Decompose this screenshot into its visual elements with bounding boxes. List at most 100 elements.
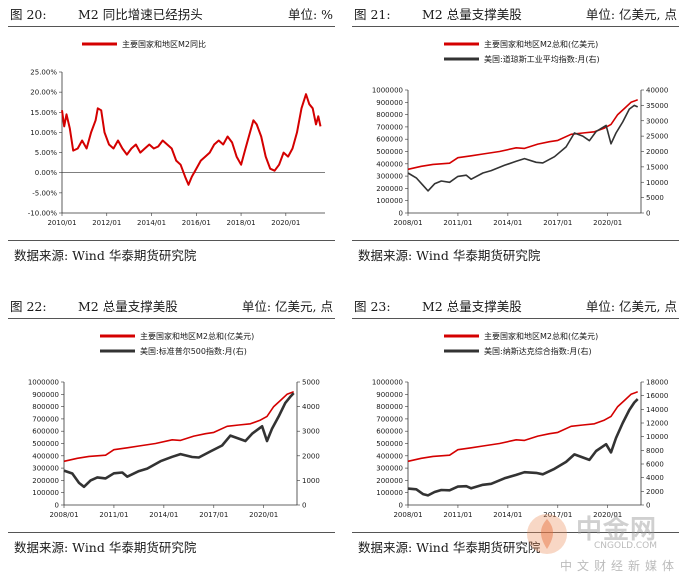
series-line-1	[407, 99, 638, 171]
series-line-1	[63, 391, 294, 463]
panel-header: 图 20: M2 同比增速已经拐头 单位: %	[8, 4, 335, 27]
y-tick-label: 700000	[376, 415, 403, 423]
chart-axes: -10.00% -5.00% 0.00% 5.00% 10.00% 15.00% 20.00…	[28, 69, 325, 227]
x-tick-label: 2011/01	[443, 511, 472, 519]
y-tick-label: 800000	[376, 111, 403, 119]
x-tick-label: 2014/01	[137, 219, 166, 227]
y-tick-label: 800000	[32, 403, 59, 411]
y-tick-label: -5.00%	[32, 189, 57, 197]
y2-tick-label: 5000	[302, 379, 320, 387]
series-line-1	[61, 93, 322, 186]
series-line-1	[407, 391, 638, 463]
y-tick-label: -10.00%	[28, 210, 58, 218]
y-tick-label: 800000	[376, 403, 403, 411]
figure-number: 图 21:	[354, 7, 391, 22]
x-tick-label: 2008/01	[393, 219, 422, 227]
x-tick-label: 2018/01	[227, 219, 256, 227]
source-note: 数据来源: Wind 华泰期货研究院	[8, 240, 335, 271]
y-tick-label: 100000	[376, 197, 403, 205]
y-tick-label: 400000	[376, 452, 403, 460]
y2-tick-label: 14000	[646, 406, 668, 414]
y-tick-label: 900000	[376, 99, 403, 107]
y2-tick-label: 25000	[646, 133, 668, 141]
y-tick-label: 0	[55, 502, 59, 510]
series-line-2	[407, 398, 639, 497]
y-tick-label: 100000	[32, 489, 59, 497]
y-tick-label: 700000	[376, 123, 403, 131]
x-tick-label: 2014/01	[149, 511, 178, 519]
y2-tick-label: 35000	[646, 102, 668, 110]
legend-label: 美国:道琼斯工业平均指数:月(右)	[484, 54, 600, 64]
y-tick-label: 300000	[376, 173, 403, 181]
y2-tick-label: 8000	[646, 447, 664, 455]
legend-label: 主要国家和地区M2总和(亿美元)	[484, 39, 598, 49]
figure-unit: 单位: 亿美元, 点	[585, 7, 677, 22]
y-tick-label: 1000000	[28, 379, 59, 387]
x-tick-label: 2014/01	[493, 511, 522, 519]
y-tick-label: 400000	[376, 160, 403, 168]
y2-tick-label: 5000	[646, 194, 664, 202]
panel-header: 图 23: M2 总量支撑美股 单位: 亿美元, 点	[352, 296, 679, 319]
chart-axes: 0100000200000300000400000500000600000700…	[28, 379, 320, 520]
y-tick-label: 0.00%	[35, 169, 58, 177]
x-tick-label: 2017/01	[199, 511, 228, 519]
y2-tick-label: 4000	[646, 474, 664, 482]
y-tick-label: 600000	[376, 136, 403, 144]
figure-title: M2 总量支撑美股	[422, 299, 522, 314]
x-tick-label: 2017/01	[543, 511, 572, 519]
y2-tick-label: 12000	[646, 420, 668, 428]
x-tick-label: 2008/01	[49, 511, 78, 519]
legend-label: 主要国家和地区M2同比	[122, 39, 206, 49]
chart-m2-yoy: 主要国家和地区M2同比 -10.00% -5.00% 0.00% 5.00% 10.00%…	[28, 39, 325, 227]
series-line-2	[407, 104, 639, 192]
x-tick-label: 2017/01	[543, 219, 572, 227]
series-line-2	[63, 392, 295, 489]
panel-header: 图 22: M2 总量支撑美股 单位: 亿美元, 点	[8, 296, 335, 319]
figure-unit: 单位: 亿美元, 点	[241, 299, 333, 314]
legend-label: 主要国家和地区M2总和(亿美元)	[140, 331, 254, 341]
panel-header: 图 21: M2 总量支撑美股 单位: 亿美元, 点	[352, 4, 679, 27]
x-tick-label: 2011/01	[99, 511, 128, 519]
figure-unit: 单位: 亿美元, 点	[585, 299, 677, 314]
chart-panel-20: 图 20: M2 同比增速已经拐头 单位: % 主要国家和地区M2同比 -10.0…	[0, 0, 343, 291]
y2-tick-label: 0	[646, 502, 650, 510]
figure-title: M2 同比增速已经拐头	[78, 7, 203, 22]
x-tick-label: 2008/01	[393, 511, 422, 519]
y-tick-label: 900000	[32, 391, 59, 399]
y-tick-label: 100000	[376, 489, 403, 497]
chart-axes: 0100000200000300000400000500000600000700…	[372, 87, 668, 228]
y-tick-label: 600000	[32, 428, 59, 436]
y-tick-label: 700000	[32, 415, 59, 423]
y2-tick-label: 1000	[302, 477, 320, 485]
legend-label: 美国:纳斯达克综合指数:月(右)	[484, 346, 592, 356]
y2-tick-label: 30000	[646, 117, 668, 125]
y-tick-label: 400000	[32, 452, 59, 460]
figure-unit: 单位: %	[287, 7, 333, 22]
y2-tick-label: 0	[646, 210, 650, 218]
y2-tick-label: 0	[302, 502, 306, 510]
y2-tick-label: 18000	[646, 379, 668, 387]
source-note: 数据来源: Wind 华泰期货研究院	[8, 532, 335, 563]
x-tick-label: 2020/01	[593, 511, 622, 519]
y-tick-label: 10.00%	[30, 129, 57, 137]
y-tick-label: 1000000	[372, 87, 403, 95]
y2-tick-label: 20000	[646, 148, 668, 156]
y2-tick-label: 2000	[302, 452, 320, 460]
y-tick-label: 500000	[32, 440, 59, 448]
chart-panel-23: 图 23: M2 总量支撑美股 单位: 亿美元, 点 主要国家和地区M2总和(亿…	[344, 292, 687, 583]
x-tick-label: 2020/01	[249, 511, 278, 519]
y-tick-label: 600000	[376, 428, 403, 436]
y-tick-label: 300000	[32, 465, 59, 473]
y-tick-label: 500000	[376, 440, 403, 448]
y-tick-label: 300000	[376, 465, 403, 473]
legend-label: 主要国家和地区M2总和(亿美元)	[484, 331, 598, 341]
x-tick-label: 2020/01	[271, 219, 300, 227]
y-tick-label: 900000	[376, 391, 403, 399]
x-tick-label: 2014/01	[493, 219, 522, 227]
y-tick-label: 500000	[376, 148, 403, 156]
y-tick-label: 15.00%	[30, 109, 57, 117]
chart-panel-21: 图 21: M2 总量支撑美股 单位: 亿美元, 点 主要国家和地区M2总和(亿…	[344, 0, 687, 291]
chart-legend: 主要国家和地区M2总和(亿美元) 美国:纳斯达克综合指数:月(右)	[444, 331, 598, 356]
y2-tick-label: 16000	[646, 392, 668, 400]
x-tick-label: 2016/01	[182, 219, 211, 227]
